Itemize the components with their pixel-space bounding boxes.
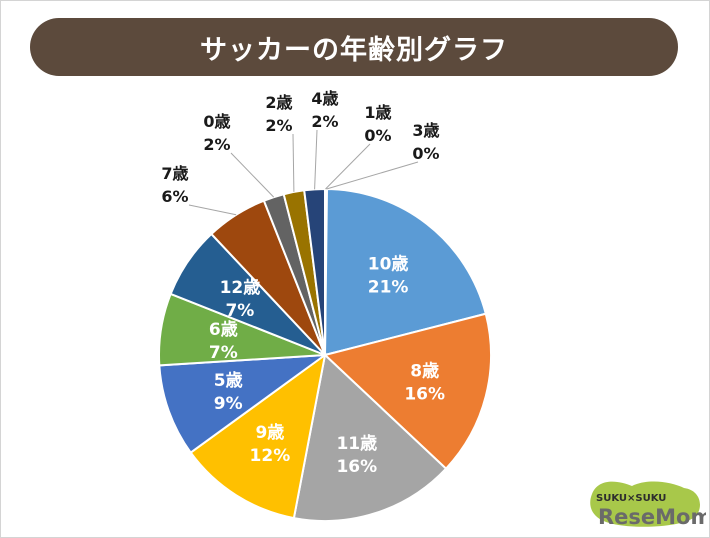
slice-11-years-label: 11歳 <box>336 433 377 454</box>
title-bar: サッカーの年齢別グラフ <box>30 18 678 76</box>
slice-0-years-percent: 2% <box>203 135 230 154</box>
leader-line-4 <box>314 129 318 190</box>
slice-5-years <box>158 353 329 454</box>
slice-7-years-percent: 6% <box>161 187 188 206</box>
slice-1-years-percent: 0% <box>364 126 391 145</box>
slice-0-years-label: 0歳 <box>203 112 230 131</box>
slice-5-years-label: 5歳 <box>214 370 243 391</box>
leader-line-7 <box>188 204 237 216</box>
slice-6-years-label: 6歳 <box>209 319 238 340</box>
resemom-logo: SUKU×SUKU ReseMom <box>590 481 706 529</box>
leader-lines <box>188 129 419 216</box>
leader-line-1 <box>325 143 371 190</box>
slice-12-years-percent: 7% <box>225 301 254 321</box>
leader-line-2 <box>292 133 295 192</box>
slice-9-years-percent: 12% <box>250 446 291 466</box>
slice-9-years <box>189 352 327 520</box>
leader-line-3 <box>326 161 419 190</box>
logo-main-text: ReseMom <box>598 505 706 529</box>
slice-1-years-label: 1歳 <box>364 103 391 122</box>
slice-4-years-percent: 2% <box>311 112 338 131</box>
chart-title: サッカーの年齢別グラフ <box>200 34 508 66</box>
slice-4-years-label: 4歳 <box>311 89 338 108</box>
slice-7-years-label: 7歳 <box>161 164 188 183</box>
slice-10-years <box>324 187 487 357</box>
slice-11-years <box>292 353 448 522</box>
slice-8-years-label: 8歳 <box>410 361 439 382</box>
slice-2-years-label: 2歳 <box>265 93 292 112</box>
slice-6-years-percent: 7% <box>209 343 238 363</box>
slice-5-years-percent: 9% <box>214 394 243 414</box>
slice-8-years-percent: 16% <box>404 385 445 405</box>
slice-3-years-percent: 0% <box>412 144 439 163</box>
slice-11-years-percent: 16% <box>336 457 377 477</box>
slice-10-years-percent: 21% <box>368 278 409 298</box>
slice-10-years-label: 10歳 <box>368 254 409 275</box>
slice-8-years <box>322 312 492 471</box>
pie-slices <box>158 187 492 522</box>
logo-top-text: SUKU×SUKU <box>596 493 666 504</box>
slice-labels: 10歳21%8歳16%11歳16%9歳12%5歳9%6歳7%12歳7%7歳6%0… <box>161 89 445 477</box>
slice-12-years-label: 12歳 <box>220 277 261 298</box>
logo-leaf-shape <box>590 481 700 527</box>
slice-2-years-percent: 2% <box>265 116 292 135</box>
slice-9-years-label: 9歳 <box>255 422 284 443</box>
slice-3-years-label: 3歳 <box>412 121 439 140</box>
leader-line-0 <box>230 152 275 198</box>
